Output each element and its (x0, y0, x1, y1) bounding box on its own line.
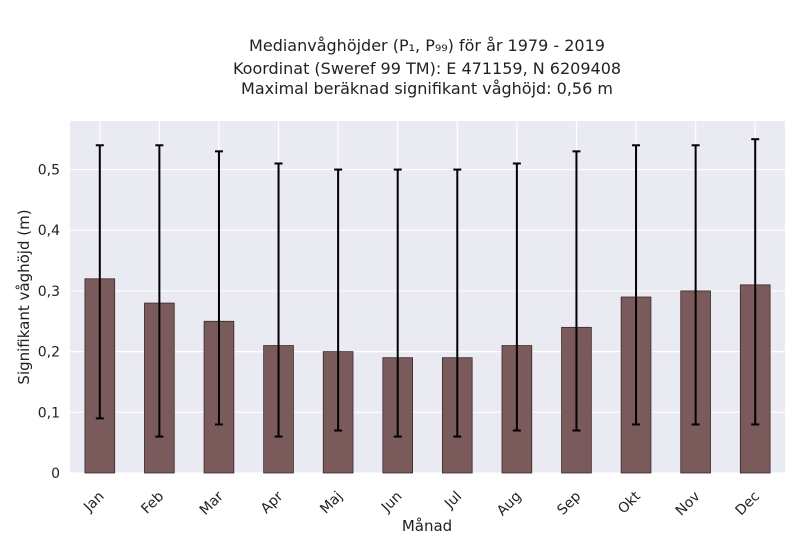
x-tick-label: Jan (80, 489, 107, 516)
error-bar-sep (572, 150, 581, 432)
chart-title: Medianvåghöjder (P₁, P₉₉) för år 1979 - … (233, 36, 621, 98)
y-tick-label: 0,3 (38, 284, 60, 300)
x-tick-label: Aug (494, 489, 525, 520)
error-bar-nov (691, 144, 700, 426)
chart-title-line-3: Maximal beräknad signifikant våghöjd: 0,… (241, 79, 613, 98)
x-axis-label: Månad (402, 517, 452, 535)
error-bar-jun (393, 168, 402, 438)
error-bar-feb (155, 144, 164, 438)
plot-area (70, 121, 785, 473)
x-tick-label: Apr (258, 488, 287, 517)
error-bar-okt (632, 144, 641, 426)
x-tick-label: Dec (733, 489, 763, 519)
y-tick-label: 0,2 (38, 345, 60, 361)
y-tick-label: 0 (51, 466, 60, 482)
x-tick-label: Nov (673, 489, 704, 520)
error-bar-apr (274, 162, 283, 438)
y-tick-label: 0,1 (38, 405, 60, 421)
error-bar-jan (95, 144, 104, 420)
error-bar-jul (453, 168, 462, 438)
error-bar-dec (751, 138, 760, 426)
y-tick-label: 0,4 (38, 223, 60, 239)
x-tick-label: Feb (138, 488, 167, 517)
y-tick-label: 0,5 (38, 163, 60, 179)
x-tick-label: Okt (615, 488, 644, 517)
x-axis-ticks: Jan Feb Mar Apr Maj Jun Jul Aug Sep Okt Nov Dec (80, 488, 763, 519)
error-bar-maj (334, 168, 343, 432)
error-bars (95, 138, 760, 438)
x-tick-label: Sep (554, 488, 584, 518)
chart-title-line-1: Medianvåghöjder (P₁, P₉₉) för år 1979 - … (249, 36, 605, 55)
x-tick-label: Jul (441, 489, 465, 513)
x-tick-label: Mar (197, 488, 227, 518)
x-tick-label: Maj (317, 489, 346, 518)
x-tick-label: Jun (378, 489, 405, 516)
y-axis-label: Signifikant våghöjd (m) (15, 209, 33, 384)
error-bar-aug (512, 162, 521, 432)
chart-title-line-2: Koordinat (Sweref 99 TM): E 471159, N 62… (233, 59, 621, 78)
error-bar-mar (214, 150, 223, 426)
y-axis-ticks: 0 0,1 0,2 0,3 0,4 0,5 (38, 163, 60, 482)
